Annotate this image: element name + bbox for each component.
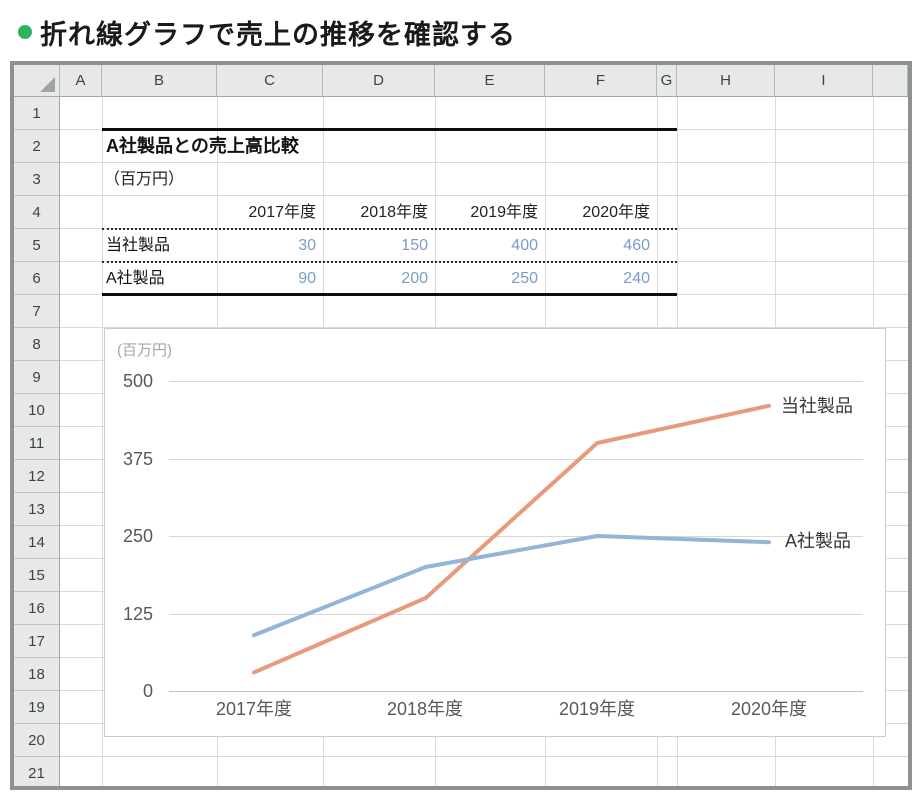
ytick-125: 125: [122, 603, 153, 624]
our-product-2020[interactable]: 460: [623, 237, 650, 254]
row-header-5[interactable]: 5: [14, 229, 59, 262]
column-header-A[interactable]: A: [60, 65, 102, 96]
ytick-250: 250: [122, 526, 153, 546]
table-top-border: [102, 128, 677, 131]
series-line-our-product: [252, 403, 771, 675]
xtick-2020: 2020年度: [730, 699, 808, 719]
select-all-triangle-icon: [40, 77, 55, 92]
row-header-13[interactable]: 13: [14, 493, 59, 526]
row-header-8[interactable]: 8: [14, 328, 59, 361]
row-header-19[interactable]: 19: [14, 691, 59, 724]
gridline-500: [169, 381, 863, 382]
row-label-our-product[interactable]: 当社製品: [106, 237, 171, 254]
our-product-2018[interactable]: 150: [401, 237, 428, 254]
row-header-11[interactable]: 11: [14, 427, 59, 460]
table-dotted-rule-1: [102, 228, 677, 230]
ytick-375: 375: [122, 448, 153, 469]
column-header-B[interactable]: B: [102, 65, 217, 96]
row-header-3[interactable]: 3: [14, 163, 59, 196]
column-header-E[interactable]: E: [435, 65, 545, 96]
column-header-H[interactable]: H: [677, 65, 775, 96]
column-header-C[interactable]: C: [217, 65, 323, 96]
sales-line-chart[interactable]: (百万円) 500 375 250 125 0 2017年度 2018年度 20…: [104, 328, 886, 737]
column-gridline: [102, 97, 103, 786]
row-header-14[interactable]: 14: [14, 526, 59, 559]
row-header-15[interactable]: 15: [14, 559, 59, 592]
row-header-4[interactable]: 4: [14, 196, 59, 229]
row-header-1[interactable]: 1: [14, 97, 59, 130]
column-header-blank: [873, 65, 908, 96]
select-all-corner[interactable]: [14, 65, 60, 96]
gridline-250: [169, 536, 863, 537]
row-header-20[interactable]: 20: [14, 724, 59, 757]
column-header-I[interactable]: I: [775, 65, 873, 96]
xtick-2019: 2019年度: [558, 699, 636, 719]
row-label-company-a[interactable]: A社製品: [106, 270, 165, 287]
table-title-cell[interactable]: A社製品との売上高比較: [106, 136, 299, 156]
sheet-overlay: A社製品との売上高比較 （百万円） 2017年度 2018年度 2019年度 2…: [14, 65, 908, 786]
row-header-21[interactable]: 21: [14, 757, 59, 786]
ytick-0: 0: [142, 681, 153, 701]
column-header-F[interactable]: F: [545, 65, 657, 96]
row-header-17[interactable]: 17: [14, 625, 59, 658]
gridline-375: [169, 458, 863, 460]
chart-unit-label: (百万円): [117, 342, 172, 359]
gridline-125: [169, 613, 863, 615]
xtick-2017: 2017年度: [215, 699, 293, 719]
series-label-company-a: A社製品: [785, 531, 852, 551]
section-headline: 折れ線グラフで売上の推移を確認する: [18, 12, 516, 52]
table-bottom-border: [102, 293, 677, 296]
table-unit-cell[interactable]: （百万円）: [104, 171, 185, 188]
xtick-2018: 2018年度: [386, 699, 464, 719]
row-header-16[interactable]: 16: [14, 592, 59, 625]
series-line-company-a: [252, 534, 771, 638]
our-product-2017[interactable]: 30: [298, 237, 316, 254]
company-a-2018[interactable]: 200: [401, 270, 428, 287]
row-header-2[interactable]: 2: [14, 130, 59, 163]
row-header-6[interactable]: 6: [14, 262, 59, 295]
ytick-500: 500: [122, 371, 153, 391]
x-axis-line: [169, 691, 863, 692]
table-dotted-rule-2: [102, 261, 677, 263]
year-header-2020[interactable]: 2020年度: [582, 204, 650, 221]
row-header-12[interactable]: 12: [14, 460, 59, 493]
row-header-18[interactable]: 18: [14, 658, 59, 691]
company-a-2019[interactable]: 250: [511, 270, 538, 287]
year-header-2018[interactable]: 2018年度: [360, 204, 428, 221]
company-a-2020[interactable]: 240: [623, 270, 650, 287]
our-product-2019[interactable]: 400: [511, 237, 538, 254]
row-header-10[interactable]: 10: [14, 394, 59, 427]
series-label-our-product: 当社製品: [781, 396, 853, 416]
chart-plot: [252, 403, 771, 675]
company-a-2017[interactable]: 90: [298, 270, 316, 287]
row-header-7[interactable]: 7: [14, 295, 59, 328]
row-header-9[interactable]: 9: [14, 361, 59, 394]
green-bullet-icon: [18, 25, 32, 39]
page-title: 折れ線グラフで売上の推移を確認する: [40, 19, 516, 50]
row-header-column: 1 2 3 4 5 6 7 8 9 10 11 12 13 14 15 16 17 18 19 20 21: [14, 97, 60, 786]
year-header-2017[interactable]: 2017年度: [248, 204, 316, 221]
column-header-G[interactable]: G: [657, 65, 677, 96]
year-header-2019[interactable]: 2019年度: [470, 204, 538, 221]
column-header-D[interactable]: D: [323, 65, 435, 96]
